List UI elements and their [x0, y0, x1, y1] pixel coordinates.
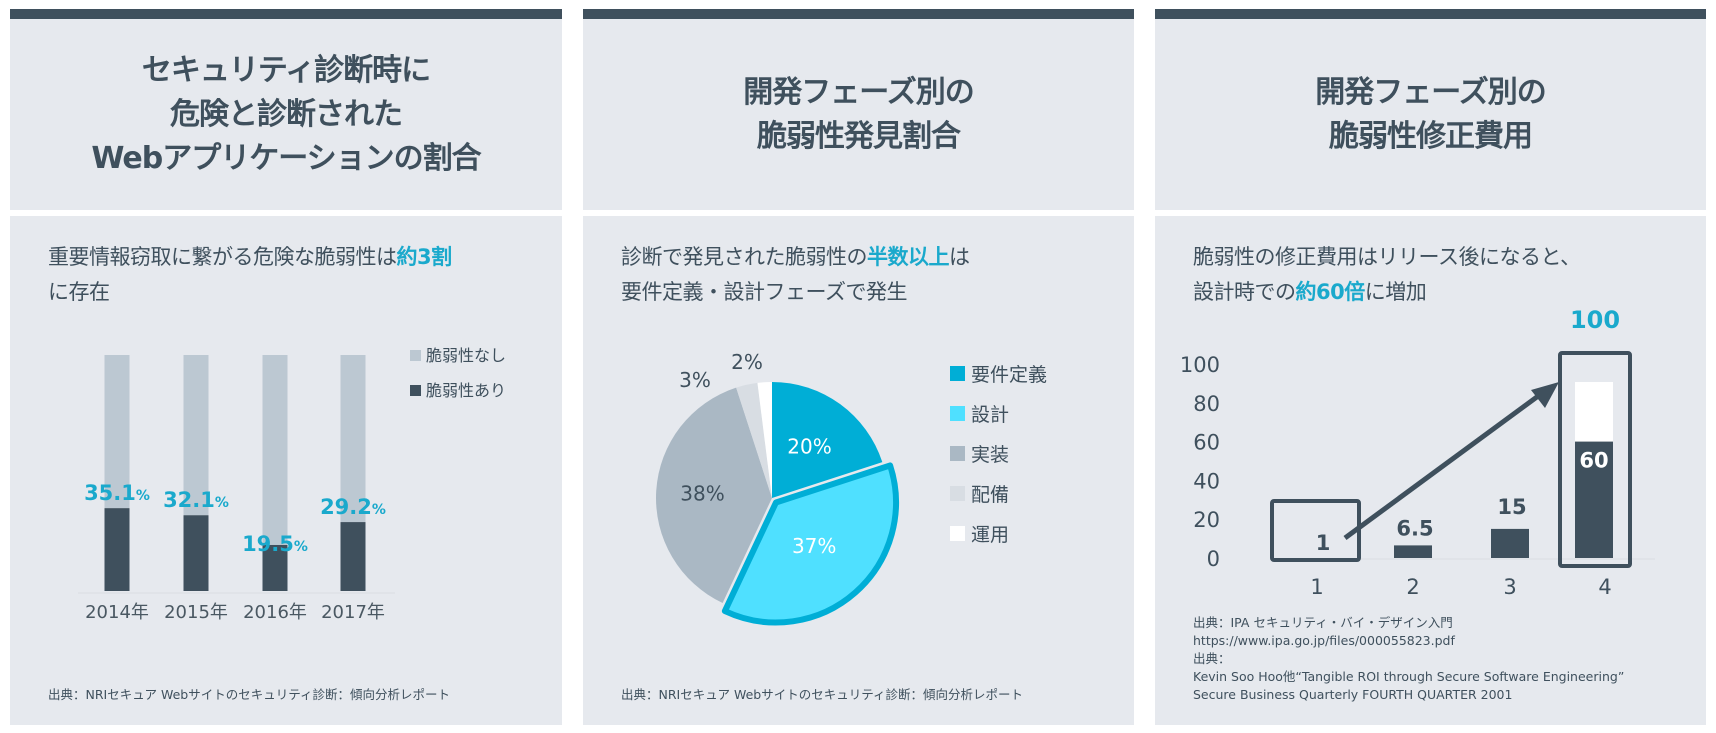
- data-label: 60: [1579, 449, 1608, 473]
- slice-label: 38%: [680, 482, 724, 506]
- bar: [1491, 528, 1529, 558]
- cost-bar-chart: 0 20 40 60 80 100 1 2 3 4 1 6.5 15 60 100: [1180, 306, 1655, 599]
- panel1-top-bar: [10, 9, 562, 19]
- panel3-body: 脆弱性の修正費用はリリース後になると、 設計時での約60倍に増加 0 20 40 60 8…: [1155, 216, 1706, 725]
- highlight-box-4: [1558, 351, 1632, 568]
- data-label: 15: [1497, 495, 1526, 519]
- panel3-top-bar: [1155, 9, 1706, 19]
- bar-vuln: [183, 515, 209, 591]
- stacked-bar-chart: 35.1% 2014年 32.1% 2015年 19.5% 2016年 29.2% 2017年…: [78, 346, 506, 623]
- y-tick-label: 40: [1193, 469, 1220, 493]
- panel3-lead: 脆弱性の修正費用はリリース後になると、 設計時での約60倍に増加: [1193, 245, 1581, 304]
- pie-slice: [772, 382, 883, 498]
- slice-label: 37%: [792, 534, 836, 558]
- panel2-body: 診断で発見された脆弱性の半数以上は 要件定義・設計フェーズで発生 20% 37% 38…: [583, 216, 1134, 725]
- legend-label: 要件定義: [971, 364, 1047, 386]
- x-tick-label: 2014年: [85, 602, 149, 623]
- legend-swatch: [950, 446, 965, 461]
- data-label: 1: [1316, 531, 1331, 555]
- pie-slice: [757, 382, 772, 498]
- y-tick-label: 20: [1193, 508, 1220, 532]
- x-tick-label: 2016年: [243, 602, 307, 623]
- legend-swatch: [950, 406, 965, 421]
- legend-label: 設計: [971, 404, 1009, 426]
- legend-label: 実装: [971, 444, 1009, 466]
- legend-label: 運用: [971, 524, 1009, 546]
- bar-vuln: [340, 522, 366, 591]
- pie-slice: [736, 382, 772, 498]
- bar-no-vuln: [183, 355, 209, 516]
- panel2-top-bar: [583, 9, 1134, 19]
- legend-label: 脆弱性なし: [426, 346, 506, 365]
- panel2-source: 出典：NRIセキュア Webサイトのセキュリティ診断：傾向分析レポート: [621, 687, 1023, 702]
- panel1-title-box: セキュリティ診断時に 危険と診断された Webアプリケーションの割合: [10, 19, 562, 210]
- panel2-title-box: 開発フェーズ別の 脆弱性発見割合: [583, 19, 1134, 210]
- y-tick-label: 0: [1207, 547, 1220, 571]
- legend-swatch: [410, 350, 421, 361]
- x-tick-label: 2015年: [164, 602, 228, 623]
- y-tick-label: 80: [1193, 392, 1220, 416]
- y-tick-label: 60: [1193, 431, 1220, 455]
- arrow-head-icon: [1531, 382, 1559, 408]
- total-label: 100: [1570, 306, 1620, 334]
- panel3-source: 出典：IPA セキュリティ・バイ・デザイン入門 https://www.ipa.…: [1193, 615, 1625, 702]
- arrow-line: [1343, 388, 1547, 541]
- bar: [1575, 441, 1613, 558]
- data-label: 6.5: [1396, 516, 1433, 540]
- panel1-title: セキュリティ診断時に 危険と診断された Webアプリケーションの割合: [91, 52, 481, 176]
- data-label: 35.1%: [84, 481, 150, 505]
- x-tick-label: 1: [1310, 575, 1323, 599]
- legend-label: 配備: [971, 484, 1009, 506]
- x-tick-label: 4: [1598, 575, 1611, 599]
- panel1-lead: 重要情報窃取に繋がる危険な脆弱性は約3割 に存在: [48, 245, 452, 304]
- bar-vuln: [104, 508, 130, 591]
- slice-label: 2%: [731, 350, 763, 374]
- data-label: 32.1%: [163, 488, 229, 512]
- x-tick-label: 2: [1406, 575, 1419, 599]
- x-tick-label: 3: [1503, 575, 1516, 599]
- bar-no-vuln: [340, 355, 366, 523]
- panel1-body: 重要情報窃取に繋がる危険な脆弱性は約3割 に存在 35.1% 2014年 32.1% 2…: [10, 216, 562, 725]
- panel2-lead: 診断で発見された脆弱性の半数以上は 要件定義・設計フェーズで発生: [621, 245, 970, 304]
- x-tick-label: 2017年: [321, 602, 385, 623]
- panel3-title-box: 開発フェーズ別の 脆弱性修正費用: [1155, 19, 1706, 210]
- pie-slice: [656, 387, 772, 603]
- bar-no-vuln: [104, 355, 130, 509]
- bar-no-vuln: [262, 355, 288, 545]
- slice-label: 3%: [679, 368, 711, 392]
- panel1-source: 出典：NRIセキュア Webサイトのセキュリティ診断：傾向分析レポート: [48, 687, 450, 702]
- legend-swatch: [950, 526, 965, 541]
- legend-label: 脆弱性あり: [426, 381, 506, 400]
- bar-extra: [1575, 382, 1613, 442]
- legend-swatch: [950, 366, 965, 381]
- legend-swatch: [950, 486, 965, 501]
- panel2-title: 開発フェーズ別の 脆弱性発見割合: [743, 74, 974, 154]
- legend-swatch: [410, 385, 421, 396]
- slice-label: 20%: [787, 434, 831, 458]
- pie-slice: [721, 462, 899, 626]
- data-label: 29.2%: [320, 495, 386, 519]
- bar: [1394, 545, 1432, 558]
- panel3-title: 開発フェーズ別の 脆弱性修正費用: [1315, 74, 1546, 154]
- bar-vuln: [262, 544, 288, 591]
- y-tick-label: 100: [1180, 353, 1220, 377]
- data-label: 19.5%: [242, 532, 308, 556]
